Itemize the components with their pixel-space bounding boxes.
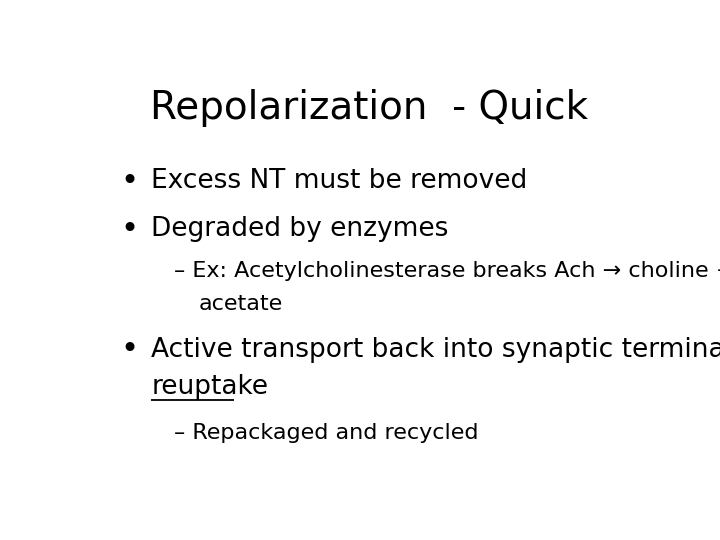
Text: •: •	[121, 214, 139, 244]
Text: •: •	[121, 167, 139, 195]
Text: – Ex: Acetylcholinesterase breaks Ach → choline +: – Ex: Acetylcholinesterase breaks Ach → …	[174, 261, 720, 281]
Text: Degraded by enzymes: Degraded by enzymes	[151, 216, 449, 242]
Text: – Repackaged and recycled: – Repackaged and recycled	[174, 423, 478, 443]
Text: Active transport back into synaptic terminal =: Active transport back into synaptic term…	[151, 336, 720, 363]
Text: acetate: acetate	[199, 294, 283, 314]
Text: reuptake: reuptake	[151, 374, 269, 400]
Text: Excess NT must be removed: Excess NT must be removed	[151, 168, 528, 194]
Text: Repolarization  - Quick: Repolarization - Quick	[150, 90, 588, 127]
Text: •: •	[121, 335, 139, 364]
